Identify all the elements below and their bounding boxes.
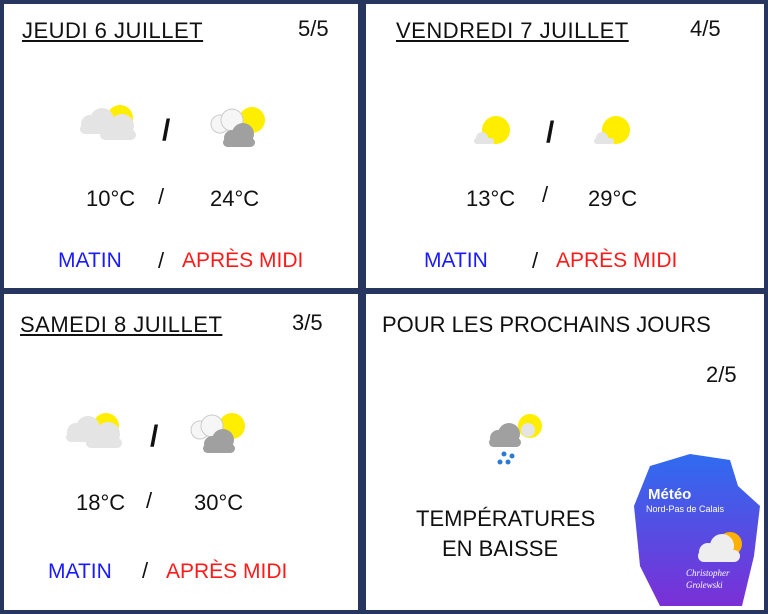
day-title: SAMEDI 8 JUILLET [20, 312, 223, 337]
afternoon-label: APRÈS MIDI [182, 249, 304, 272]
sun-small-cloud-icon [474, 116, 510, 144]
temp-afternoon: 29°C [588, 186, 638, 211]
afternoon-label: APRÈS MIDI [166, 560, 288, 583]
sun-behind-grey-clouds-icon [190, 413, 245, 453]
day-title: JEUDI 6 JUILLET [22, 18, 204, 43]
separator: / [532, 248, 539, 273]
day-panel-3: SAMEDI 8 JUILLET 3/5 / 18°C / 30°C MATIN… [4, 294, 358, 610]
logo-author-1: Christopher [686, 568, 730, 578]
day-panel-1: JEUDI 6 JUILLET 5/5 / 10°C / 24°C MATIN … [4, 4, 358, 288]
separator: / [150, 420, 159, 453]
sun-behind-grey-clouds-icon [210, 107, 265, 147]
day-score: 4/5 [690, 16, 721, 41]
morning-label: MATIN [58, 249, 122, 272]
separator: / [146, 488, 153, 513]
separator: / [158, 184, 165, 209]
day-title: VENDREDI 7 JUILLET [396, 18, 629, 43]
sun-small-cloud-icon [594, 116, 630, 144]
sun-behind-light-clouds-icon [66, 413, 122, 448]
outlook-title: POUR LES PROCHAINS JOURS [382, 312, 711, 337]
temp-afternoon: 24°C [210, 186, 260, 211]
temp-morning: 10°C [86, 186, 136, 211]
separator: / [142, 558, 149, 583]
separator: / [542, 182, 549, 207]
day-panel-2: VENDREDI 7 JUILLET 4/5 / 13°C / 29°C MAT… [366, 4, 764, 288]
logo-title: Météo [648, 486, 692, 503]
outlook-score: 2/5 [706, 362, 737, 387]
temp-morning: 13°C [466, 186, 516, 211]
temp-morning: 18°C [76, 490, 126, 515]
separator: / [158, 248, 165, 273]
morning-label: MATIN [48, 560, 112, 583]
separator: / [546, 116, 555, 149]
day-score: 3/5 [292, 310, 323, 335]
outlook-panel: POUR LES PROCHAINS JOURS 2/5 TEMPÉRATURE… [366, 294, 764, 610]
morning-label: MATIN [424, 249, 488, 272]
meteo-logo: Météo Nord-Pas de Calais Christopher Gro… [630, 446, 762, 608]
logo-subtitle: Nord-Pas de Calais [646, 504, 725, 514]
sun-behind-light-clouds-icon [80, 105, 136, 140]
sun-cloud-rain-icon [489, 414, 542, 465]
outlook-line-2: EN BAISSE [442, 536, 559, 561]
temp-afternoon: 30°C [194, 490, 244, 515]
logo-author-2: Grolewski [686, 580, 723, 590]
day-score: 5/5 [298, 16, 329, 41]
outlook-line-1: TEMPÉRATURES [416, 506, 596, 531]
separator: / [162, 114, 171, 147]
afternoon-label: APRÈS MIDI [556, 249, 678, 272]
